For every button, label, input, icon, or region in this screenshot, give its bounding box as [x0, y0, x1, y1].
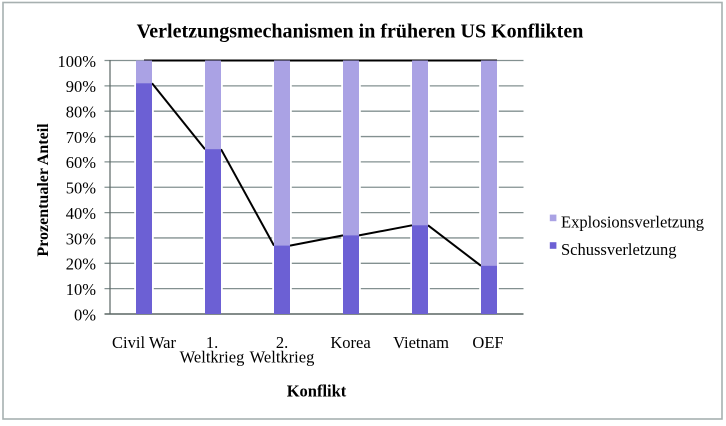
svg-text:90%: 90% [66, 77, 97, 96]
svg-text:80%: 80% [66, 103, 97, 122]
svg-text:Weltkrieg: Weltkrieg [180, 348, 245, 367]
svg-text:OEF: OEF [472, 333, 503, 352]
svg-text:20%: 20% [66, 255, 97, 274]
svg-text:Schussverletzung: Schussverletzung [561, 240, 676, 259]
svg-text:Explosionsverletzung: Explosionsverletzung [561, 212, 704, 231]
svg-text:10%: 10% [66, 280, 97, 299]
svg-text:2.: 2. [276, 333, 288, 352]
svg-text:70%: 70% [66, 128, 97, 147]
svg-text:100%: 100% [58, 52, 97, 71]
svg-text:Korea: Korea [330, 333, 371, 352]
svg-text:Civil War: Civil War [112, 333, 176, 352]
svg-text:Konflikt: Konflikt [287, 382, 347, 401]
svg-text:Prozentualer Anteil: Prozentualer Anteil [35, 123, 52, 257]
svg-text:Vietnam: Vietnam [393, 333, 449, 352]
svg-text:50%: 50% [66, 179, 97, 198]
svg-text:Weltkrieg: Weltkrieg [250, 348, 315, 367]
svg-text:0%: 0% [74, 305, 96, 324]
svg-text:30%: 30% [66, 229, 97, 248]
svg-text:40%: 40% [66, 204, 97, 223]
svg-text:1.: 1. [206, 333, 218, 352]
svg-text:60%: 60% [66, 153, 97, 172]
svg-text:Verletzungsmechanismen in früh: Verletzungsmechanismen in früheren US Ko… [137, 21, 584, 43]
